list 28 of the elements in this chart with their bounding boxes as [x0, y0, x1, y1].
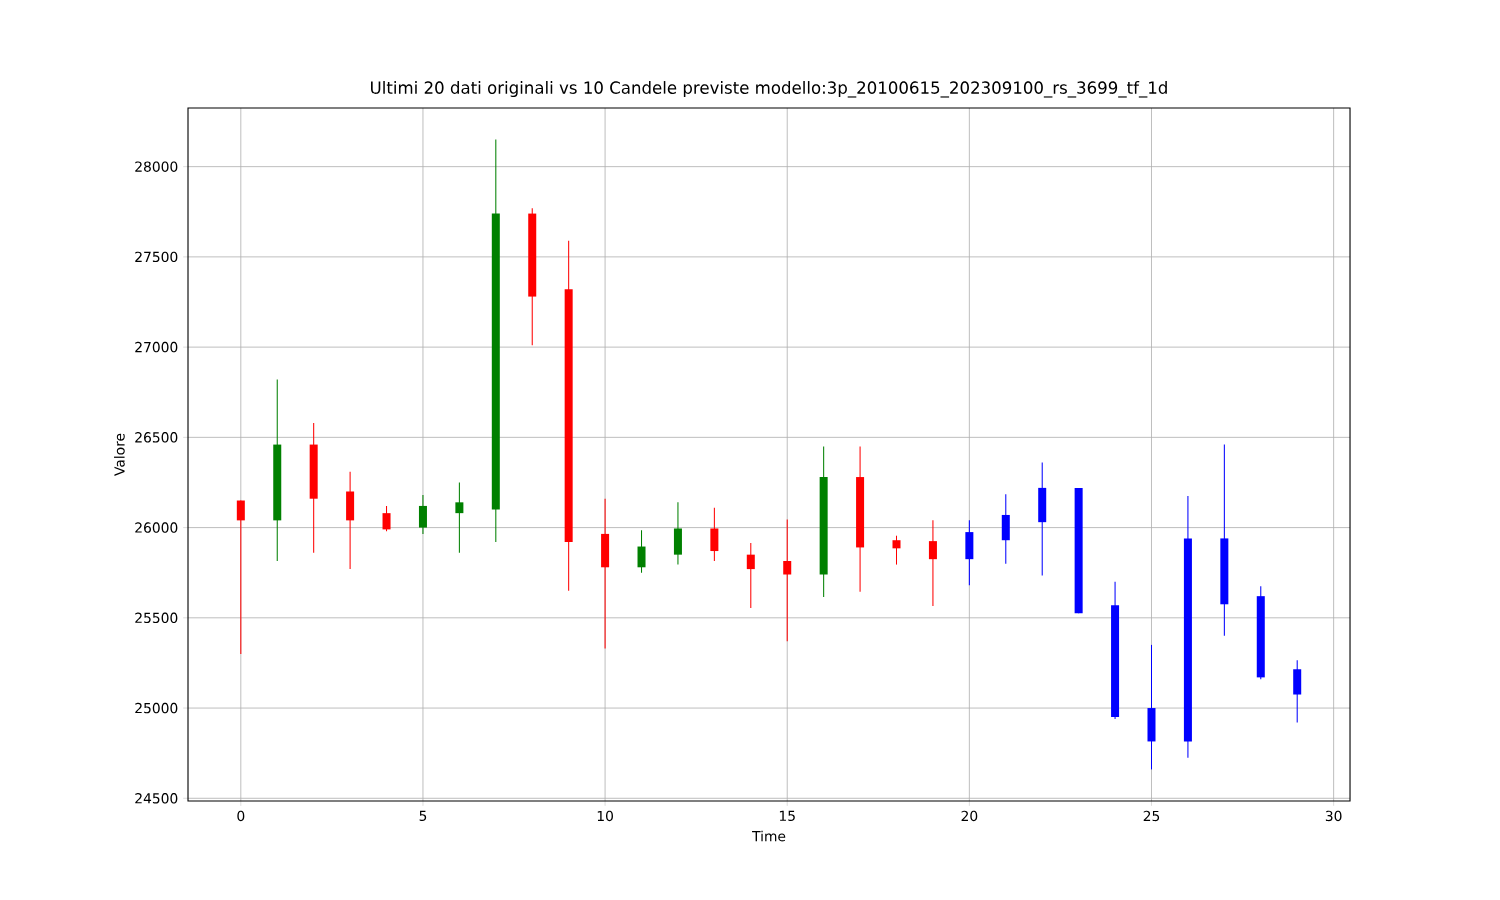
y-axis-title: Valore	[114, 433, 125, 476]
candlestick	[746, 542, 755, 609]
candlestick	[637, 529, 646, 574]
x-tick-label: 5	[419, 810, 427, 822]
y-tick-label: 25500	[135, 612, 178, 624]
candlestick	[418, 494, 427, 535]
candlestick	[382, 505, 391, 532]
y-tick-label: 28000	[135, 161, 178, 172]
x-tick-label: 10	[597, 810, 613, 822]
y-tick-label: 26500	[135, 432, 178, 443]
x-axis-title: Time	[752, 830, 786, 842]
candlestick	[710, 507, 719, 562]
x-tick-label: 15	[779, 810, 795, 822]
candlestick	[928, 519, 937, 607]
x-tick-label: 25	[1143, 810, 1160, 822]
x-tick-label: 0	[237, 810, 245, 822]
candlestick	[236, 500, 245, 655]
y-tick-label: 27000	[135, 341, 178, 353]
candlestick	[892, 535, 901, 566]
y-tick-label: 26000	[135, 522, 178, 533]
candlestick	[783, 518, 792, 642]
y-tick-label: 27500	[135, 251, 178, 263]
x-tick-label: 30	[1325, 810, 1342, 822]
candlestick	[455, 481, 464, 554]
chart-title: Ultimi 20 dati originali vs 10 Candele previste modello:3p_20100615_202309100_rs_3699_tf_1d	[371, 81, 1167, 98]
x-tick-label: 20	[961, 810, 978, 822]
y-tick-label: 25000	[135, 702, 178, 714]
y-tick-label: 24500	[135, 793, 178, 804]
